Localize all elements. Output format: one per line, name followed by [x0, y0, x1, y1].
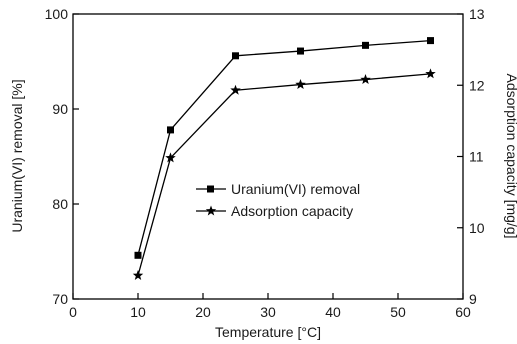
data-point-adsorption-capacity: [132, 269, 144, 280]
data-point-uranium-vi-removal: [134, 251, 142, 259]
legend-label-adsorption-capacity: Adsorption capacity: [231, 203, 353, 219]
y2-tick-label: 9: [469, 291, 477, 307]
data-point-uranium-vi-removal: [232, 52, 239, 60]
x-tick-label: 50: [390, 304, 406, 320]
x-tick-label: 60: [455, 304, 471, 320]
data-point-adsorption-capacity: [230, 84, 241, 95]
x-tick-label: 30: [260, 304, 276, 320]
y-tick-label: 100: [45, 6, 69, 22]
data-point-adsorption-capacity: [165, 152, 176, 163]
data-point-adsorption-capacity: [360, 74, 371, 84]
data-point-uranium-vi-removal: [362, 41, 369, 49]
y2-tick-label: 10: [469, 220, 485, 236]
x-axis-title: Temperature [°C]: [215, 324, 321, 340]
data-point-adsorption-capacity: [295, 79, 306, 89]
y2-tick-label: 13: [469, 6, 485, 22]
x-tick-label: 40: [325, 304, 341, 320]
x-tick-label: 0: [69, 304, 77, 320]
y-tick-label: 70: [52, 291, 68, 307]
legend-marker-square: [207, 185, 214, 193]
x-tick-label: 20: [195, 304, 211, 320]
data-point-adsorption-capacity: [425, 68, 436, 79]
series-line-uranium-vi-removal: [137, 39, 431, 256]
x-tick-label: 10: [130, 304, 146, 320]
data-point-uranium-vi-removal: [427, 37, 434, 45]
y-axis-title: Uranium(VI) removal [%]: [9, 79, 25, 232]
axis-ticks: 0 10 20 30 40 50 60 70 80 90 100 9 10 11 12 13: [45, 6, 485, 320]
y-tick-label: 80: [52, 196, 68, 212]
legend-marker-star: [205, 205, 217, 216]
series-group: [132, 37, 436, 280]
legend: Uranium(VI) removal Adsorption capacity: [196, 181, 360, 219]
y-tick-label: 90: [52, 101, 68, 117]
series-line-adsorption-capacity: [137, 73, 431, 276]
plot-frame: [72, 13, 464, 300]
legend-label-uranium-removal: Uranium(VI) removal: [231, 181, 360, 197]
y2-tick-label: 11: [469, 149, 484, 165]
data-point-uranium-vi-removal: [167, 126, 174, 134]
data-point-uranium-vi-removal: [297, 47, 304, 55]
y2-axis-title: Adsorption capacity [mg/g]: [504, 74, 517, 239]
y2-tick-label: 12: [469, 77, 485, 93]
